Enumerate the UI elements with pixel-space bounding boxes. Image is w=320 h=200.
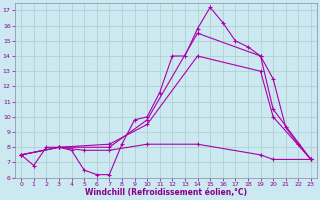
X-axis label: Windchill (Refroidissement éolien,°C): Windchill (Refroidissement éolien,°C) [85, 188, 247, 197]
